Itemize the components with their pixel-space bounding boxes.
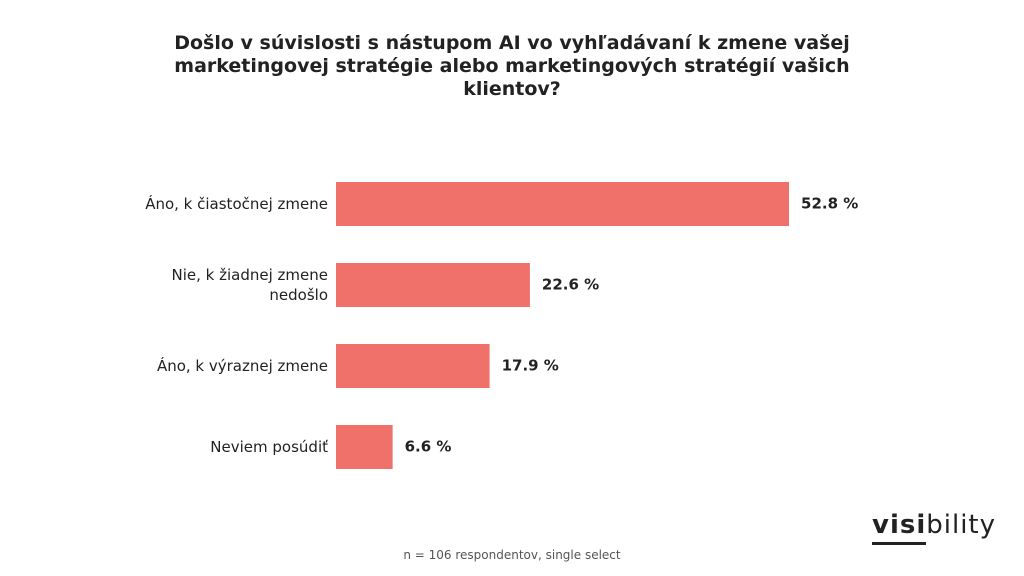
category-label: Áno, k výraznej zmene <box>156 357 328 375</box>
value-label: 17.9 % <box>502 357 559 375</box>
bar <box>336 344 490 388</box>
chart-title: Došlo v súvislosti s nástupom AI vo vyhľ… <box>174 32 850 100</box>
value-label: 52.8 % <box>801 195 858 213</box>
category-label: Neviem posúdiť <box>210 438 328 456</box>
logo: visibility <box>872 510 997 545</box>
category-label: Áno, k čiastočnej zmene <box>145 195 328 213</box>
value-label: 22.6 % <box>542 276 599 294</box>
footnote: n = 106 respondentov, single select <box>403 548 621 562</box>
bar <box>336 425 393 469</box>
value-label: 6.6 % <box>405 438 452 456</box>
logo-bold: visi <box>872 510 927 545</box>
logo-light: bility <box>926 510 997 540</box>
bar <box>336 182 790 226</box>
category-label: Nie, k žiadnej zmene nedošlo <box>171 266 328 304</box>
bar <box>336 263 530 307</box>
